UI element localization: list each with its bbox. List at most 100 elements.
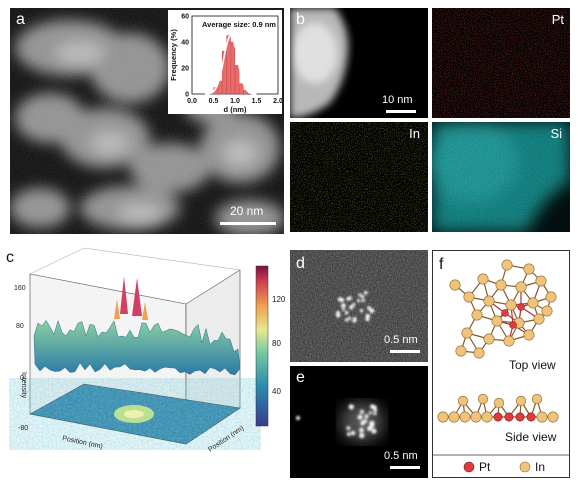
- pt-atom: [515, 412, 525, 422]
- pt-atom: [526, 412, 536, 422]
- hist-y-label: Frequency (%): [169, 29, 178, 81]
- panel-b-image: [290, 8, 428, 118]
- atom-spot: [359, 427, 364, 433]
- hist-x-label: d (nm): [224, 105, 247, 114]
- panel-pt-map: Pt: [432, 8, 570, 118]
- in-atom: [541, 305, 553, 317]
- in-legend-marker: [519, 461, 531, 473]
- atom-spot: [349, 305, 354, 310]
- in-atom: [515, 281, 527, 293]
- scale-bar-b: [386, 110, 416, 113]
- in-map-image: [290, 122, 428, 232]
- histogram-bar: [230, 41, 235, 95]
- in-atom: [477, 273, 489, 285]
- in-atom: [505, 299, 517, 311]
- panel-label-d: d: [296, 255, 305, 272]
- atom-spot: [359, 409, 364, 414]
- z-tick-2: 0: [20, 375, 24, 382]
- atom-spot: [346, 426, 351, 431]
- in-atom: [481, 411, 493, 423]
- pt-atom: [517, 303, 525, 311]
- in-atom: [547, 411, 559, 423]
- atom-spot: [369, 308, 375, 314]
- in-atom: [449, 279, 461, 291]
- histogram-bar: [222, 50, 227, 95]
- x-axis-label: Position (nm): [62, 435, 104, 450]
- pt-atom: [493, 412, 503, 422]
- atom-spot: [370, 404, 375, 409]
- in-atom: [437, 411, 449, 423]
- scale-label-e: 0.5 nm: [384, 450, 418, 462]
- in-atom: [483, 295, 495, 307]
- hist-x-tick: 2.0: [273, 98, 282, 105]
- in-atom: [470, 411, 482, 423]
- hist-y-tick: 60: [181, 14, 189, 21]
- colorbar-tick-120: 120: [272, 295, 286, 304]
- in-atom: [457, 395, 469, 407]
- atom-spot: [346, 297, 350, 301]
- atom-spot: [348, 404, 354, 410]
- in-atom: [535, 275, 547, 287]
- atom-spot: [346, 432, 351, 436]
- in-atom: [463, 291, 475, 303]
- in-atom: [491, 315, 503, 327]
- panel-d-haadf: d 0.5 nm: [290, 250, 428, 362]
- panel-c-surface: c: [4, 244, 286, 480]
- atom-spot: [359, 309, 364, 313]
- in-atom: [536, 411, 548, 423]
- atom-spot: [357, 299, 361, 303]
- inset-histogram: 0.0 0.5 1.0 1.5 2.0 0 20 40 60 d (nm) Frequency (%…: [168, 10, 282, 114]
- colorbar-tick-80: 80: [272, 339, 281, 348]
- scale-bar-e: [390, 466, 420, 469]
- atom-spot: [359, 432, 365, 439]
- scale-bar-d: [390, 350, 420, 353]
- hist-x-tick: 1.5: [252, 98, 262, 105]
- hist-y-tick: 40: [181, 40, 189, 47]
- hist-y-tick: 0: [185, 92, 189, 99]
- atom-spot: [366, 318, 370, 321]
- atom-spot: [360, 420, 365, 426]
- in-atom: [527, 297, 539, 309]
- element-label-si: Si: [550, 126, 562, 141]
- atom-spot: [371, 428, 377, 434]
- pt-atom: [501, 309, 509, 317]
- in-legend-label: In: [535, 460, 545, 474]
- histogram-bar: [226, 35, 231, 95]
- pt-atom: [509, 321, 517, 329]
- in-atom: [461, 327, 473, 339]
- gaussian-fit-line: [204, 34, 257, 95]
- atom-spot: [364, 414, 369, 419]
- panel-label-c: c: [6, 249, 14, 266]
- z-tick-0: 160: [14, 285, 26, 292]
- atom-spot: [373, 412, 377, 416]
- atom-spot: [296, 416, 300, 420]
- atom-spot: [361, 295, 365, 299]
- element-label-pt: Pt: [551, 12, 564, 27]
- hist-y-tick: 20: [181, 66, 189, 73]
- atom-spot: [364, 290, 368, 295]
- histogram-chart: 0.0 0.5 1.0 1.5 2.0 0 20 40 60 d (nm) Frequency (%…: [169, 14, 282, 115]
- panel-f-model: f Pt In Top view Side view: [432, 250, 570, 478]
- in-atom: [473, 347, 485, 359]
- pt-atom: [504, 412, 514, 422]
- side-view-label: Side view: [505, 430, 557, 444]
- atom-spot: [367, 306, 371, 310]
- atom-spot: [353, 316, 357, 320]
- panel-label-b: b: [296, 11, 305, 28]
- atom-spot: [370, 424, 374, 428]
- atom-spot: [350, 430, 356, 436]
- panel-a-haadf: a 20 nm 0.0 0.5 1.0 1.5 2.0 0 20 40 60 d (nm) Freq…: [10, 8, 284, 234]
- atom-spot: [348, 316, 352, 320]
- in-atom: [459, 411, 471, 423]
- in-atom: [477, 393, 489, 405]
- element-label-in: In: [409, 126, 420, 141]
- surface-plot: 160 80 0 -80 Intensity Position (nm) Pos…: [14, 247, 286, 454]
- panel-label-a: a: [16, 11, 25, 28]
- panel-b-haadf: b 10 nm: [290, 8, 428, 118]
- in-atom: [483, 333, 495, 345]
- atom-spot: [357, 414, 363, 420]
- in-atom: [493, 397, 505, 409]
- atom-spot: [341, 303, 346, 308]
- atom-spot: [344, 310, 349, 315]
- scale-label-b: 10 nm: [382, 94, 413, 106]
